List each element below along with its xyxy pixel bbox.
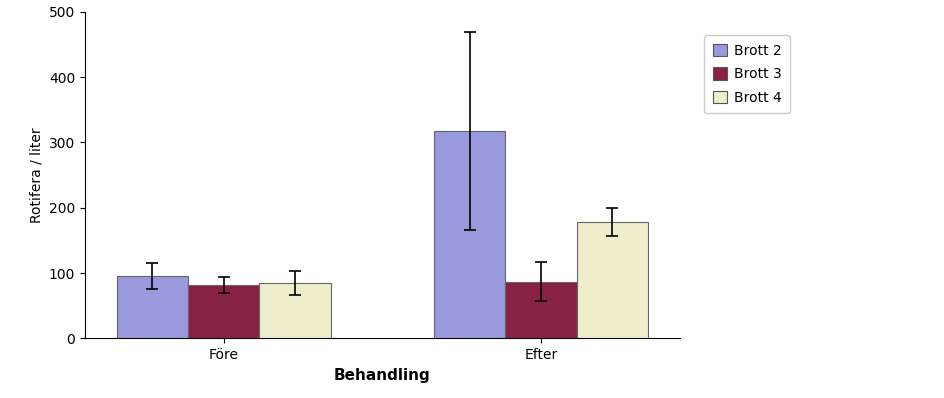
X-axis label: Behandling: Behandling — [334, 368, 430, 382]
Bar — [434, 131, 505, 338]
Bar — [505, 281, 577, 338]
Bar — [188, 285, 260, 338]
Legend: Brott 2, Brott 3, Brott 4: Brott 2, Brott 3, Brott 4 — [704, 35, 790, 113]
Bar — [260, 283, 330, 338]
Y-axis label: Rotifera / liter: Rotifera / liter — [29, 127, 43, 223]
Bar — [577, 222, 648, 338]
Bar — [117, 276, 188, 338]
